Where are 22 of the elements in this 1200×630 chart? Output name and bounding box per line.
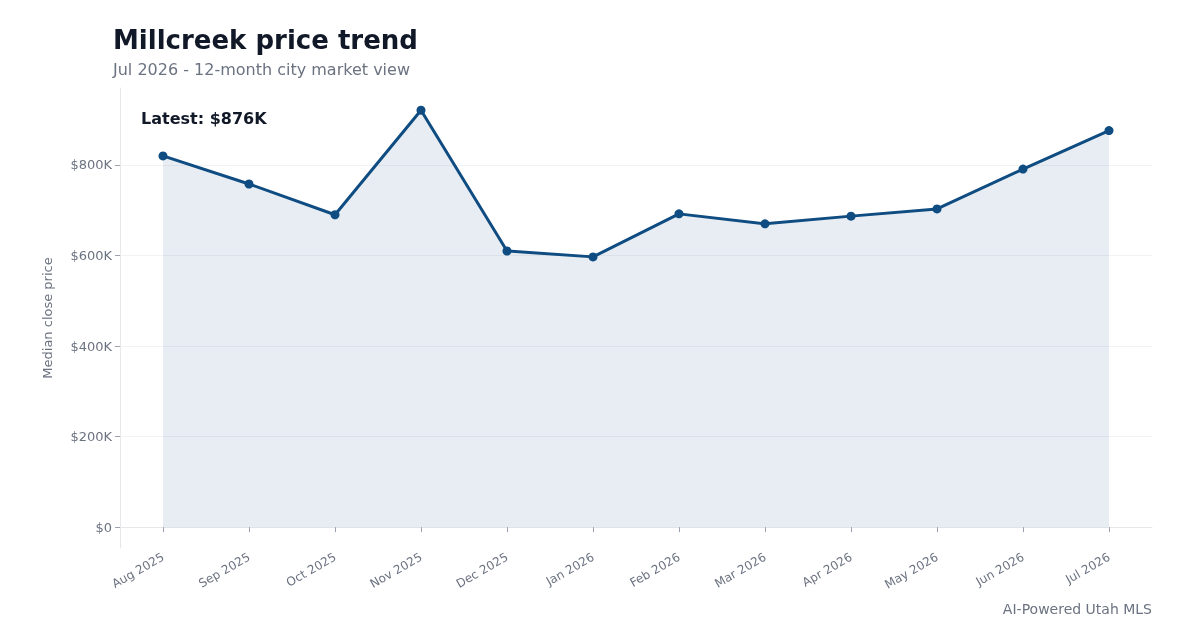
point xyxy=(158,151,168,161)
point xyxy=(588,252,598,262)
annotation: Latest: $876K xyxy=(141,108,268,128)
point xyxy=(244,179,254,189)
point xyxy=(760,219,770,229)
chart-subtitle: Jul 2026 - 12-month city market view xyxy=(112,59,410,79)
y-tick-label: $400K xyxy=(70,338,113,354)
y-tick-label: $0 xyxy=(95,519,112,535)
point xyxy=(846,211,856,221)
point xyxy=(674,209,684,219)
y-tick-label: $200K xyxy=(70,429,113,445)
y-axis-title: Median close price xyxy=(40,257,55,379)
chart-title: Millcreek price trend xyxy=(113,25,418,55)
y-tick-label: $600K xyxy=(70,248,113,264)
point xyxy=(416,105,426,115)
point xyxy=(932,204,942,214)
y-tick-label: $800K xyxy=(70,157,113,173)
point xyxy=(502,246,512,256)
text: AI-Powered Utah MLS xyxy=(1002,601,1153,617)
point xyxy=(1018,164,1028,174)
point xyxy=(1104,126,1114,136)
point xyxy=(330,210,340,220)
